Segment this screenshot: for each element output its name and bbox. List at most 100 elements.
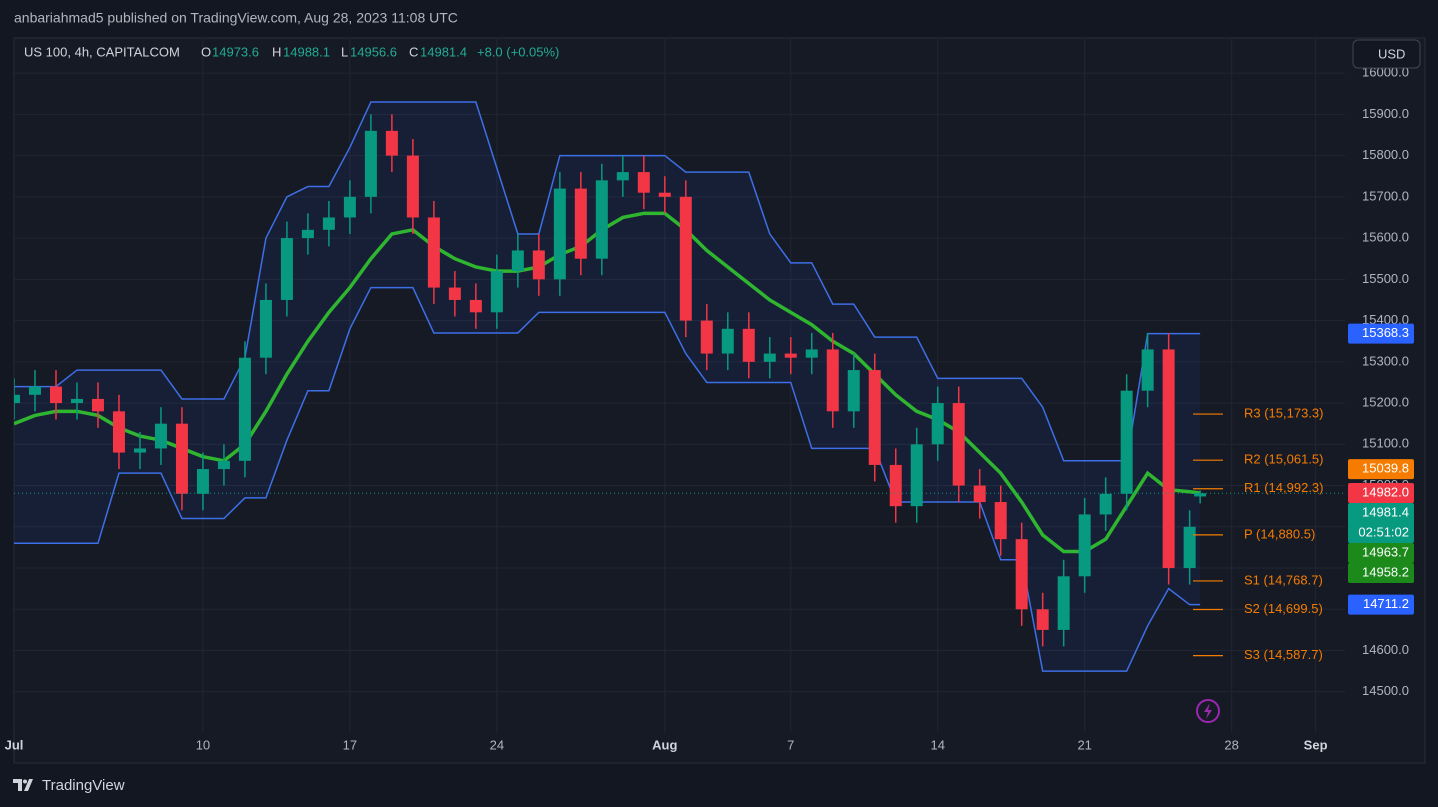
y-tick-label: 14500.0 (1362, 683, 1409, 698)
pivot-label: S1 (14,768.7) (1244, 572, 1323, 587)
candle-body (511, 250, 524, 272)
candle-body (826, 349, 839, 412)
footer-brand[interactable]: TradingView (13, 777, 125, 794)
candle-body (1078, 514, 1091, 577)
change: +8.0 (+0.05%) (477, 44, 559, 59)
candle-body (742, 328, 755, 362)
high-value: 14988.1 (283, 44, 330, 59)
open-label: O (201, 44, 211, 59)
candle-body (469, 299, 482, 313)
price-tag-label: 15368.3 (1362, 325, 1409, 340)
candle-body (385, 130, 398, 156)
channel-fill (14, 101, 1201, 672)
pivot-label: P (14,880.5) (1244, 526, 1315, 541)
candle-body (595, 180, 608, 259)
alert-circle[interactable] (1196, 699, 1220, 723)
candle-body (133, 448, 146, 453)
candle-body (574, 188, 587, 259)
candle-body (1120, 390, 1133, 494)
candle-body (973, 485, 986, 503)
candle-body (1183, 526, 1196, 569)
candle-body (406, 155, 419, 218)
price-tag-label: 14963.7 (1362, 544, 1409, 559)
candle-body (448, 287, 461, 300)
candle-body (301, 229, 314, 239)
brand-name[interactable]: TradingView (42, 777, 125, 794)
candle-body (1141, 349, 1154, 391)
candle-body (238, 357, 251, 461)
candle-body (868, 370, 881, 465)
channel-line (14, 101, 1201, 462)
candle-body (532, 250, 545, 280)
currency[interactable]: USD (1378, 46, 1405, 61)
plot-area (14, 38, 1345, 732)
candle-body (994, 502, 1007, 540)
price-tag (1348, 542, 1414, 563)
candle-body (1194, 493, 1207, 497)
x-tick-label: 14 (930, 737, 944, 752)
pivot-label: R1 (14,992.3) (1244, 480, 1324, 495)
price-tag (1348, 482, 1414, 503)
y-tick-label: 15700.0 (1362, 188, 1409, 203)
low-label: L (341, 44, 348, 59)
close-label: C (409, 44, 418, 59)
candle-body (259, 299, 272, 358)
y-tick-label: 15900.0 (1362, 106, 1409, 121)
x-tick-label: Sep (1304, 737, 1328, 752)
candle-body (721, 328, 734, 354)
price-tag (1348, 323, 1414, 344)
x-tick-label: 24 (490, 737, 504, 752)
channel-line (14, 286, 1201, 672)
price-tag-label: 14981.4 (1362, 504, 1409, 519)
pivot-label: S2 (14,699.5) (1244, 601, 1323, 616)
candle-body (889, 464, 902, 507)
price-tag (1348, 502, 1414, 543)
candle-body (91, 398, 104, 412)
currency-button-frame[interactable] (1352, 39, 1421, 69)
y-tick-label: 15600.0 (1362, 230, 1409, 245)
candle-body (952, 403, 965, 486)
y-tick-label: 15300.0 (1362, 353, 1409, 368)
candle-body (196, 469, 209, 494)
brand-logo-dot[interactable] (23, 779, 27, 784)
candle-body (175, 423, 188, 494)
price-tag (1348, 562, 1414, 583)
countdown: 02:51:02 (1358, 524, 1409, 539)
x-tick-label: 17 (343, 737, 357, 752)
x-tick-label: Aug (652, 737, 677, 752)
candle-body (1036, 609, 1049, 630)
candle-body (154, 423, 167, 449)
price-tag-label: 14958.2 (1362, 564, 1409, 579)
candle-body (70, 398, 83, 404)
candle-body (700, 320, 713, 354)
candle-body (1057, 576, 1070, 630)
x-tick-label: 28 (1224, 737, 1238, 752)
y-tick-label: 15200.0 (1362, 395, 1409, 410)
candle-body (14, 394, 20, 404)
candle-body (1015, 539, 1028, 610)
price-tag-label: 14982.0 (1362, 484, 1409, 499)
candle-body (616, 172, 629, 181)
candle-body (637, 172, 650, 193)
alert-bolt[interactable] (1204, 703, 1212, 719)
open-value: 14973.6 (212, 44, 259, 59)
candle-body (28, 386, 41, 395)
legend: US 100, 4h, CAPITALCOM O 14973.6 H 14988… (24, 44, 559, 59)
low-value: 14956.6 (350, 44, 397, 59)
candle-body (217, 460, 230, 470)
x-tick-label: 7 (787, 737, 794, 752)
price-tag-label: 15039.8 (1362, 461, 1409, 476)
brand-logo[interactable] (13, 779, 33, 791)
high-label: H (272, 44, 281, 59)
x-tick-label: 10 (196, 737, 210, 752)
x-tick-label: 21 (1077, 737, 1091, 752)
y-tick-label: 14600.0 (1362, 642, 1409, 657)
candle-body (847, 370, 860, 412)
candle-body (364, 130, 377, 197)
candle-body (427, 217, 440, 288)
alert-icon[interactable] (1196, 699, 1220, 723)
currency-button[interactable]: USD (1352, 39, 1421, 69)
moving-average (14, 211, 1201, 554)
candle-body (763, 353, 776, 362)
